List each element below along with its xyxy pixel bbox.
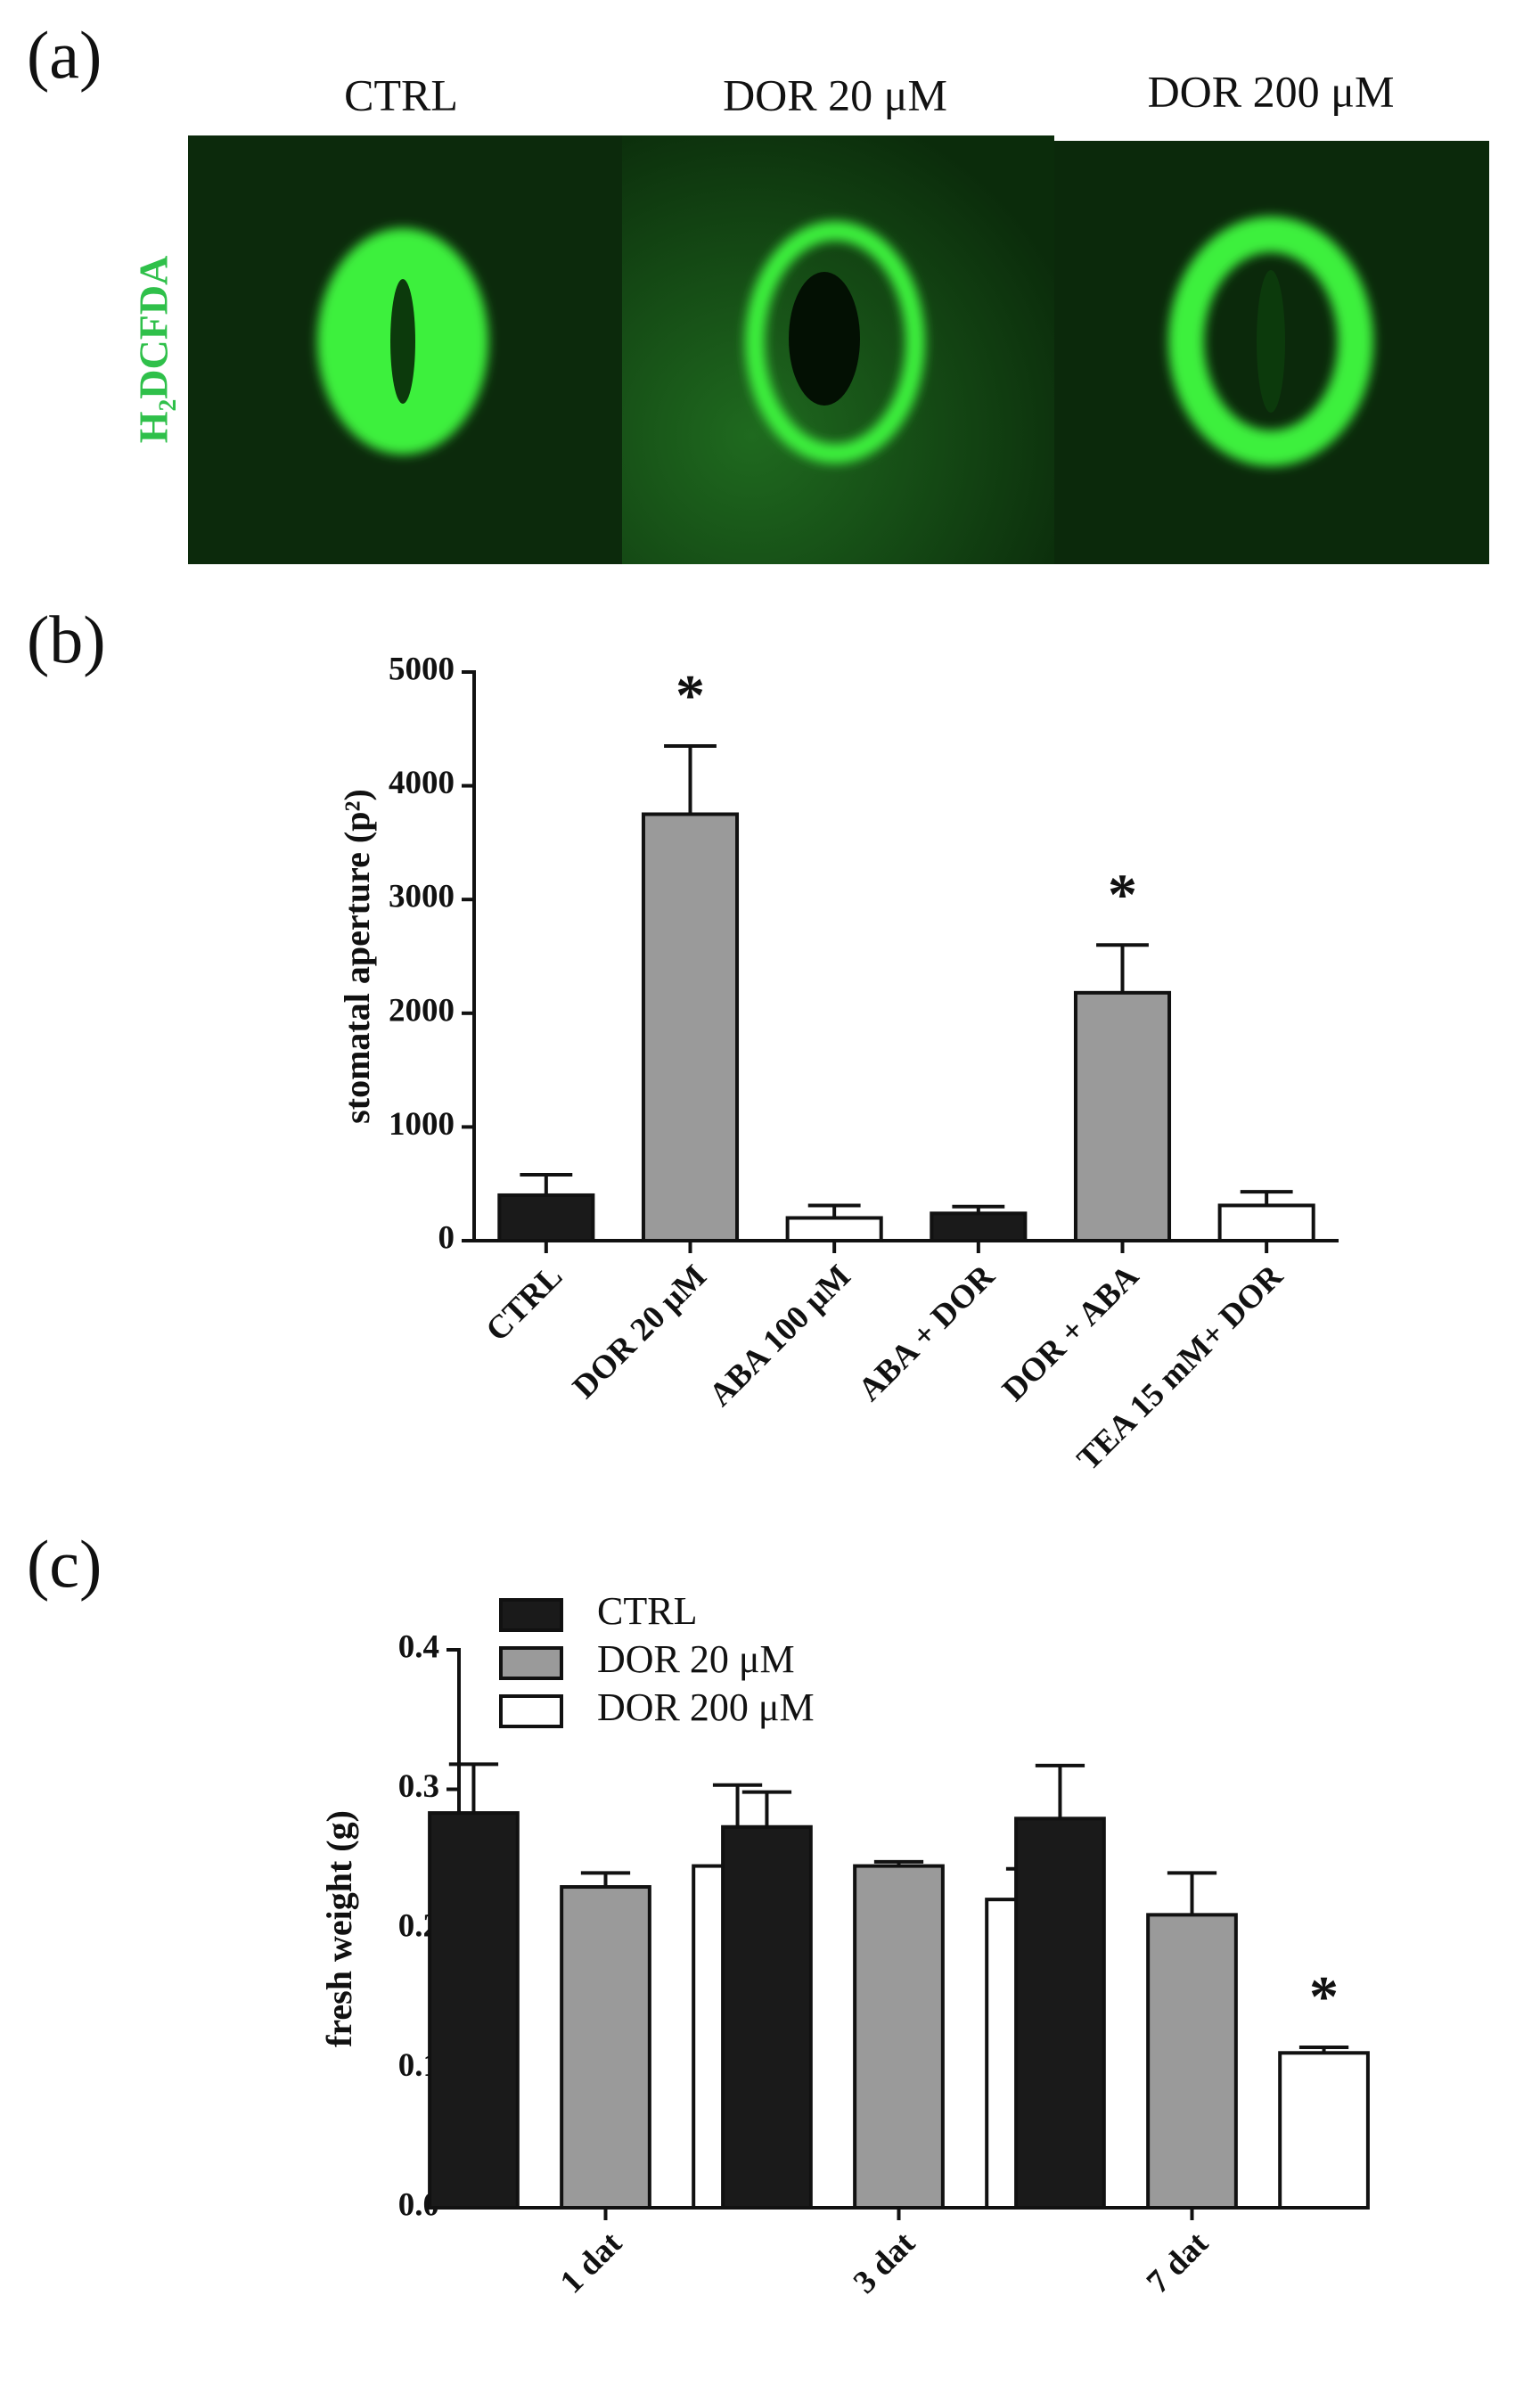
- row-label: H₂DCFDA: [131, 256, 176, 444]
- x-tick-label: ABA + DOR: [851, 1257, 1003, 1408]
- y-tick-label: 1000: [389, 1106, 455, 1143]
- y-tick-label: 5000: [389, 651, 455, 687]
- x-tick-label: ABA 100 μM: [702, 1258, 858, 1414]
- pore: [789, 272, 860, 406]
- bar: [428, 1811, 520, 2210]
- column-title: DOR 20 μM: [723, 70, 947, 119]
- bar: [641, 812, 740, 1242]
- error-bar: [952, 1204, 1005, 1214]
- error-bar: [807, 1203, 861, 1218]
- legend-swatch: [499, 1646, 563, 1680]
- column-title: DOR 200 μM: [1148, 66, 1395, 116]
- x-tick-label: CTRL: [479, 1258, 570, 1349]
- error-bar: [664, 743, 717, 815]
- error-bar: [1240, 1190, 1293, 1206]
- y-tick-label: 0.3: [398, 1768, 439, 1805]
- y-axis-label: stomatal aperture (p²): [337, 789, 377, 1124]
- panel-label: (a): [27, 18, 102, 93]
- legend-label: CTRL: [597, 1589, 697, 1633]
- y-tick-label: 3000: [389, 879, 455, 915]
- bar: [1073, 990, 1172, 1243]
- x-tick-label: 7 dat: [1140, 2225, 1216, 2300]
- micrographs: [188, 135, 1489, 564]
- error-bar: [580, 1871, 631, 1888]
- error-bar: [873, 1859, 924, 1866]
- y-tick-label: 0: [438, 1219, 455, 1256]
- stoma: [745, 221, 925, 463]
- bar: [1217, 1203, 1315, 1242]
- stoma: [1168, 217, 1373, 466]
- significance-mark: *: [1309, 1964, 1339, 2029]
- column-title: CTRL: [344, 70, 458, 119]
- y-tick-label: 4000: [389, 765, 455, 801]
- pore: [1257, 270, 1285, 413]
- x-tick-label: 3 dat: [847, 2225, 922, 2300]
- significance-mark: *: [676, 663, 705, 728]
- error-bar: [741, 1790, 792, 1827]
- pore: [390, 279, 415, 404]
- bar: [785, 1216, 883, 1242]
- error-bar: [448, 1762, 499, 1814]
- x-tick-label: DOR + ABA: [995, 1258, 1146, 1408]
- bar: [721, 1824, 813, 2210]
- bar: [853, 1864, 945, 2210]
- bar: [1146, 1913, 1238, 2210]
- x-tick-label: DOR 20 μM: [566, 1258, 714, 1406]
- bar: [1014, 1816, 1106, 2210]
- error-bar: [1298, 2046, 1349, 2054]
- error-bar: [1167, 1871, 1217, 1915]
- panel-label: (c): [27, 1527, 102, 1602]
- error-bar: [520, 1172, 573, 1195]
- panel-label: (b): [27, 603, 106, 677]
- legend-label: DOR 200 μM: [597, 1685, 815, 1729]
- bar: [1278, 2051, 1370, 2210]
- error-bar: [1096, 943, 1149, 993]
- bar: [497, 1193, 595, 1242]
- bar: [930, 1211, 1028, 1242]
- error-bar: [1035, 1763, 1085, 1819]
- legend-label: DOR 20 μM: [597, 1637, 795, 1681]
- legend-swatch: [499, 1694, 563, 1728]
- y-tick-label: 2000: [389, 992, 455, 1029]
- legend-swatch: [499, 1598, 563, 1632]
- x-tick-label: 1 dat: [553, 2225, 629, 2300]
- y-axis-label: fresh weight (g): [319, 1810, 359, 2047]
- bar: [560, 1885, 651, 2210]
- y-tick-label: 0.4: [398, 1628, 439, 1665]
- significance-mark: *: [1108, 862, 1137, 927]
